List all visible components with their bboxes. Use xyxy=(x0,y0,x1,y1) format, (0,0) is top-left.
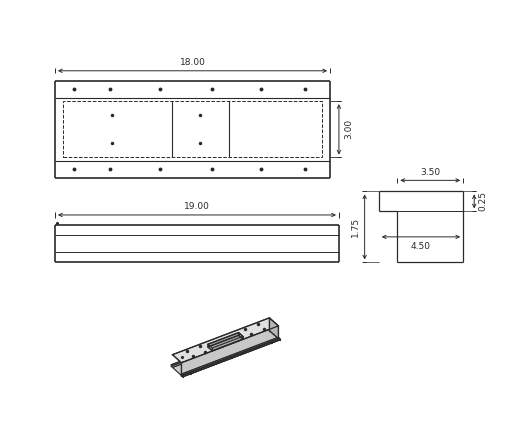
Text: 0.25: 0.25 xyxy=(479,191,487,211)
Polygon shape xyxy=(172,318,278,363)
Bar xyxy=(55,225,339,263)
Polygon shape xyxy=(208,336,243,351)
Polygon shape xyxy=(239,332,243,339)
Bar xyxy=(63,101,322,158)
Polygon shape xyxy=(208,344,212,351)
Polygon shape xyxy=(181,374,183,377)
Polygon shape xyxy=(269,318,278,339)
Text: 3.50: 3.50 xyxy=(420,168,441,177)
Text: 3.00: 3.00 xyxy=(344,119,353,139)
Text: 19.00: 19.00 xyxy=(184,202,210,211)
Polygon shape xyxy=(172,331,278,376)
Polygon shape xyxy=(208,332,243,348)
Polygon shape xyxy=(183,339,280,377)
Text: 4.50: 4.50 xyxy=(411,242,431,251)
Polygon shape xyxy=(208,332,239,347)
Polygon shape xyxy=(181,337,280,376)
Polygon shape xyxy=(171,329,269,368)
Text: 18.00: 18.00 xyxy=(180,58,206,67)
Text: 1.75: 1.75 xyxy=(351,217,360,237)
Polygon shape xyxy=(181,326,278,376)
Polygon shape xyxy=(171,328,269,366)
Bar xyxy=(55,81,330,178)
Polygon shape xyxy=(212,336,243,351)
Polygon shape xyxy=(181,339,280,377)
Polygon shape xyxy=(278,337,280,340)
